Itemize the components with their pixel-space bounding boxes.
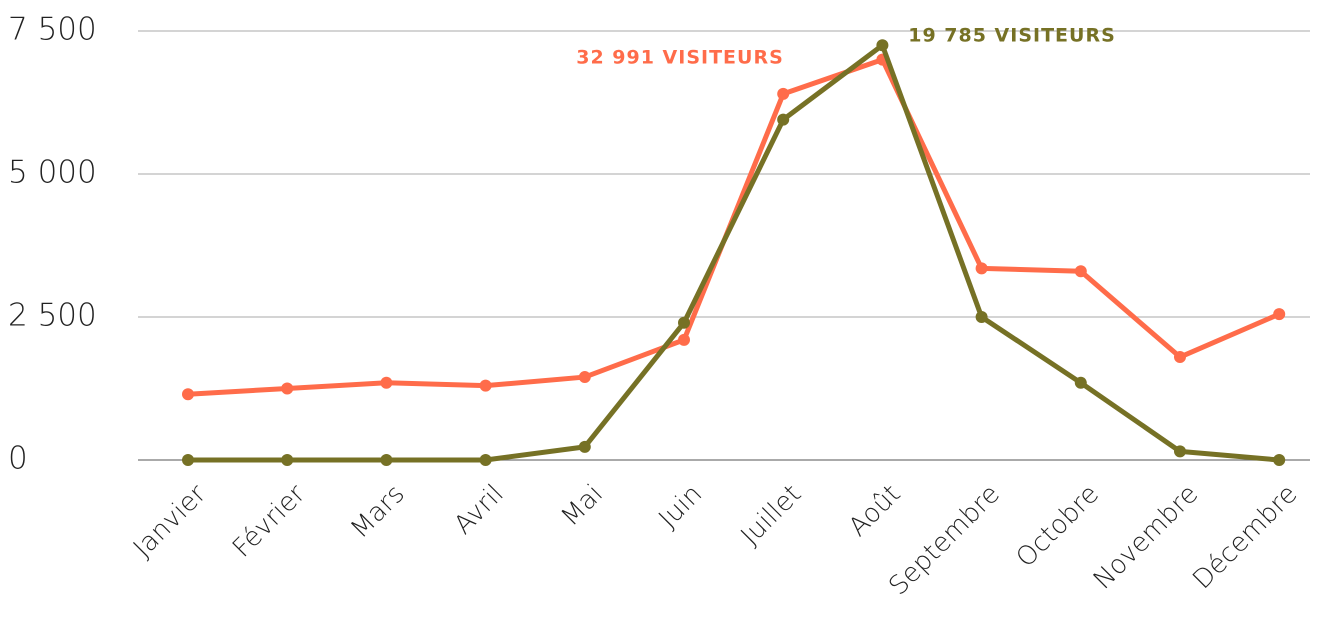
data-point bbox=[182, 454, 194, 466]
data-point bbox=[380, 454, 393, 466]
x-tick-label: Décembre bbox=[1187, 479, 1303, 595]
data-point bbox=[1273, 454, 1286, 466]
data-point bbox=[182, 388, 194, 401]
data-point bbox=[281, 454, 294, 466]
y-tick-label: 7 500 bbox=[8, 12, 97, 48]
data-point bbox=[578, 440, 591, 453]
y-tick-label: 0 bbox=[8, 441, 28, 477]
data-point bbox=[1174, 445, 1186, 458]
data-point bbox=[479, 454, 492, 466]
series-line bbox=[187, 57, 1281, 397]
data-point bbox=[1074, 265, 1087, 278]
data-point bbox=[777, 113, 790, 126]
x-tick-label: Avril bbox=[448, 479, 509, 540]
data-point bbox=[1174, 351, 1186, 364]
data-point bbox=[975, 311, 988, 323]
data-point bbox=[975, 262, 988, 275]
x-tick-label: Mars bbox=[345, 479, 410, 544]
data-point bbox=[578, 371, 591, 384]
data-point bbox=[777, 87, 790, 100]
x-tick-label: Janvier bbox=[128, 479, 213, 564]
data-point bbox=[876, 39, 889, 52]
data-point bbox=[380, 376, 393, 389]
data-point bbox=[678, 316, 690, 329]
annotation: 19 785 VISITEURS bbox=[908, 25, 1116, 47]
data-point bbox=[281, 382, 294, 395]
series-line bbox=[188, 42, 1280, 463]
x-tick-label: Novembre bbox=[1088, 479, 1204, 595]
data-point bbox=[1074, 376, 1087, 389]
data-point bbox=[1273, 308, 1286, 321]
x-tick-label: Juin bbox=[653, 479, 708, 534]
data-point bbox=[479, 379, 492, 392]
x-tick-label: Février bbox=[227, 479, 312, 564]
x-tick-label: Octobre bbox=[1011, 479, 1105, 573]
annotation: 32 991 VISITEURS bbox=[576, 47, 784, 69]
x-tick-label: Juillet bbox=[735, 479, 807, 551]
x-tick-label: Août bbox=[843, 479, 907, 543]
data-point bbox=[678, 333, 690, 346]
y-tick-label: 5 000 bbox=[8, 155, 97, 191]
x-tick-label: Mai bbox=[556, 479, 609, 532]
y-tick-label: 2 500 bbox=[8, 298, 97, 334]
